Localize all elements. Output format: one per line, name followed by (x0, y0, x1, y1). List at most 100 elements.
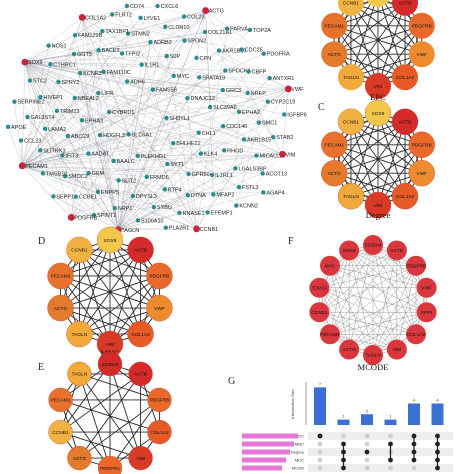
network-node (185, 95, 190, 101)
network-edge (200, 88, 289, 154)
circle-edge (350, 121, 379, 206)
network-node (163, 24, 168, 30)
panel-f-circle-network: S100A4 ACTB PDGFRB VWF SPP1 COL1A2 VIM TAGLN ACT… (309, 235, 437, 365)
network-node (261, 51, 266, 56)
circle-node-label: COL1A2 (407, 332, 426, 338)
circle-node (319, 255, 340, 276)
network-node (91, 212, 97, 218)
circle-edge (319, 265, 417, 288)
circle-edge (79, 307, 160, 335)
network-edge (42, 29, 251, 174)
network-node-label: HIVEP1 (43, 95, 63, 101)
network-node (144, 174, 149, 180)
network-node-label: TRIM22 (60, 109, 80, 115)
network-node (271, 134, 276, 140)
set-label: MNC (295, 442, 304, 447)
network-edge (82, 17, 260, 123)
network-edge (24, 61, 138, 156)
set-size-bar (242, 465, 282, 471)
network-node-label: SLC39A8 (213, 105, 237, 111)
network-edge (65, 176, 197, 230)
circle-edge (60, 249, 141, 277)
network-edge (118, 26, 166, 230)
network-edge (40, 96, 214, 195)
circle-edge (319, 244, 374, 288)
network-edge (24, 61, 283, 155)
network-node (267, 75, 272, 81)
network-node-label: SLITRK3 (43, 148, 65, 154)
matrix-dot (388, 465, 393, 471)
circle-node-label: TAGLN (72, 372, 88, 378)
network-edge (24, 62, 89, 174)
network-edge (224, 150, 283, 155)
circle-node-label: PDGFRB (149, 398, 169, 404)
network-node (95, 189, 101, 195)
panel-g-upset-plot: Intersection Size 7 1 2 1 4 4 EPC MNC Degree MCC MC… (242, 381, 453, 472)
panel-c-letter: C (318, 102, 325, 113)
network-edge (118, 139, 245, 230)
network-node-label: FAM129B (78, 33, 102, 39)
network-node (223, 68, 228, 73)
network-node-label: S100A10 (141, 218, 164, 224)
network-edge (22, 165, 197, 230)
circle-node-label: PDGFRB (412, 24, 432, 30)
network-node (164, 53, 169, 59)
network-edge (22, 45, 49, 166)
network-node-label: ACTG (209, 9, 224, 15)
circle-edge (79, 373, 160, 401)
network-node (110, 12, 115, 17)
matrix-row-band (308, 432, 453, 440)
circle-node-label: ACTB (390, 248, 403, 254)
circle-node (147, 419, 172, 445)
matrix-row-band (308, 448, 453, 456)
network-node-label: GRC3 (226, 88, 241, 94)
network-edge (24, 61, 166, 228)
intersection-bar-label: 7 (319, 381, 322, 386)
network-node-label: SPON2 (188, 39, 207, 45)
panel-e-circle-network: S100A4 ACTB PDGFRB COL1A2 VIM PDGFRA ACTG CCNB1… (48, 351, 172, 474)
matrix-dot (341, 433, 346, 439)
circle-node-label: TAGLN (72, 332, 88, 338)
network-node-label: ANTXR1 (273, 76, 295, 82)
circle-node-label: PDGFRA (100, 466, 121, 472)
network-edge (24, 61, 83, 121)
circle-edge (79, 373, 141, 459)
matrix-dot (364, 449, 370, 455)
circle-node-label: CCNB1 (52, 430, 69, 436)
panel-c-circle-network: SOX9 ACTB PDGFRB VWF COL1A2 VIM TAGLN ACTG PECAM… (321, 99, 435, 219)
circle-node-label: CCNB1 (343, 120, 360, 126)
circle-node (147, 387, 172, 413)
circle-node-label: ACTG (328, 52, 342, 58)
network-edge (67, 135, 213, 176)
matrix-dot (317, 465, 323, 471)
circle-node (337, 0, 364, 16)
circle-node-label: S100A4 (101, 362, 118, 368)
network-node-label: LGALS3BP (238, 166, 266, 172)
circle-node (66, 320, 93, 348)
circle-node (416, 277, 437, 298)
circle-node-label: COL1A2 (396, 194, 415, 200)
network-edge (24, 29, 251, 63)
network-edge (7, 126, 23, 166)
network-node-label: SOX9 (28, 60, 43, 66)
network-node-label: AKR1B10 (222, 49, 246, 55)
circle-node (386, 240, 407, 261)
network-edge (82, 17, 123, 54)
network-edge (22, 35, 76, 166)
circle-node (96, 226, 124, 254)
circle-edge (319, 250, 350, 313)
circle-node (364, 99, 392, 127)
network-node (182, 38, 187, 43)
network-edge (62, 41, 151, 156)
circle-node (408, 41, 435, 68)
network-node-label: RTP4 (168, 187, 182, 193)
network-node-label: RNASE1 (183, 211, 205, 217)
network-node (78, 70, 83, 76)
network-edge (20, 140, 23, 166)
network-node (202, 29, 208, 35)
circle-edge (349, 287, 427, 350)
network-node-label: PLEKHG1 (141, 154, 166, 160)
network-node-label: LAMA2 (48, 127, 66, 133)
intersection-bar-label: 4 (413, 398, 416, 403)
network-node-label: KCNN2 (239, 204, 258, 210)
